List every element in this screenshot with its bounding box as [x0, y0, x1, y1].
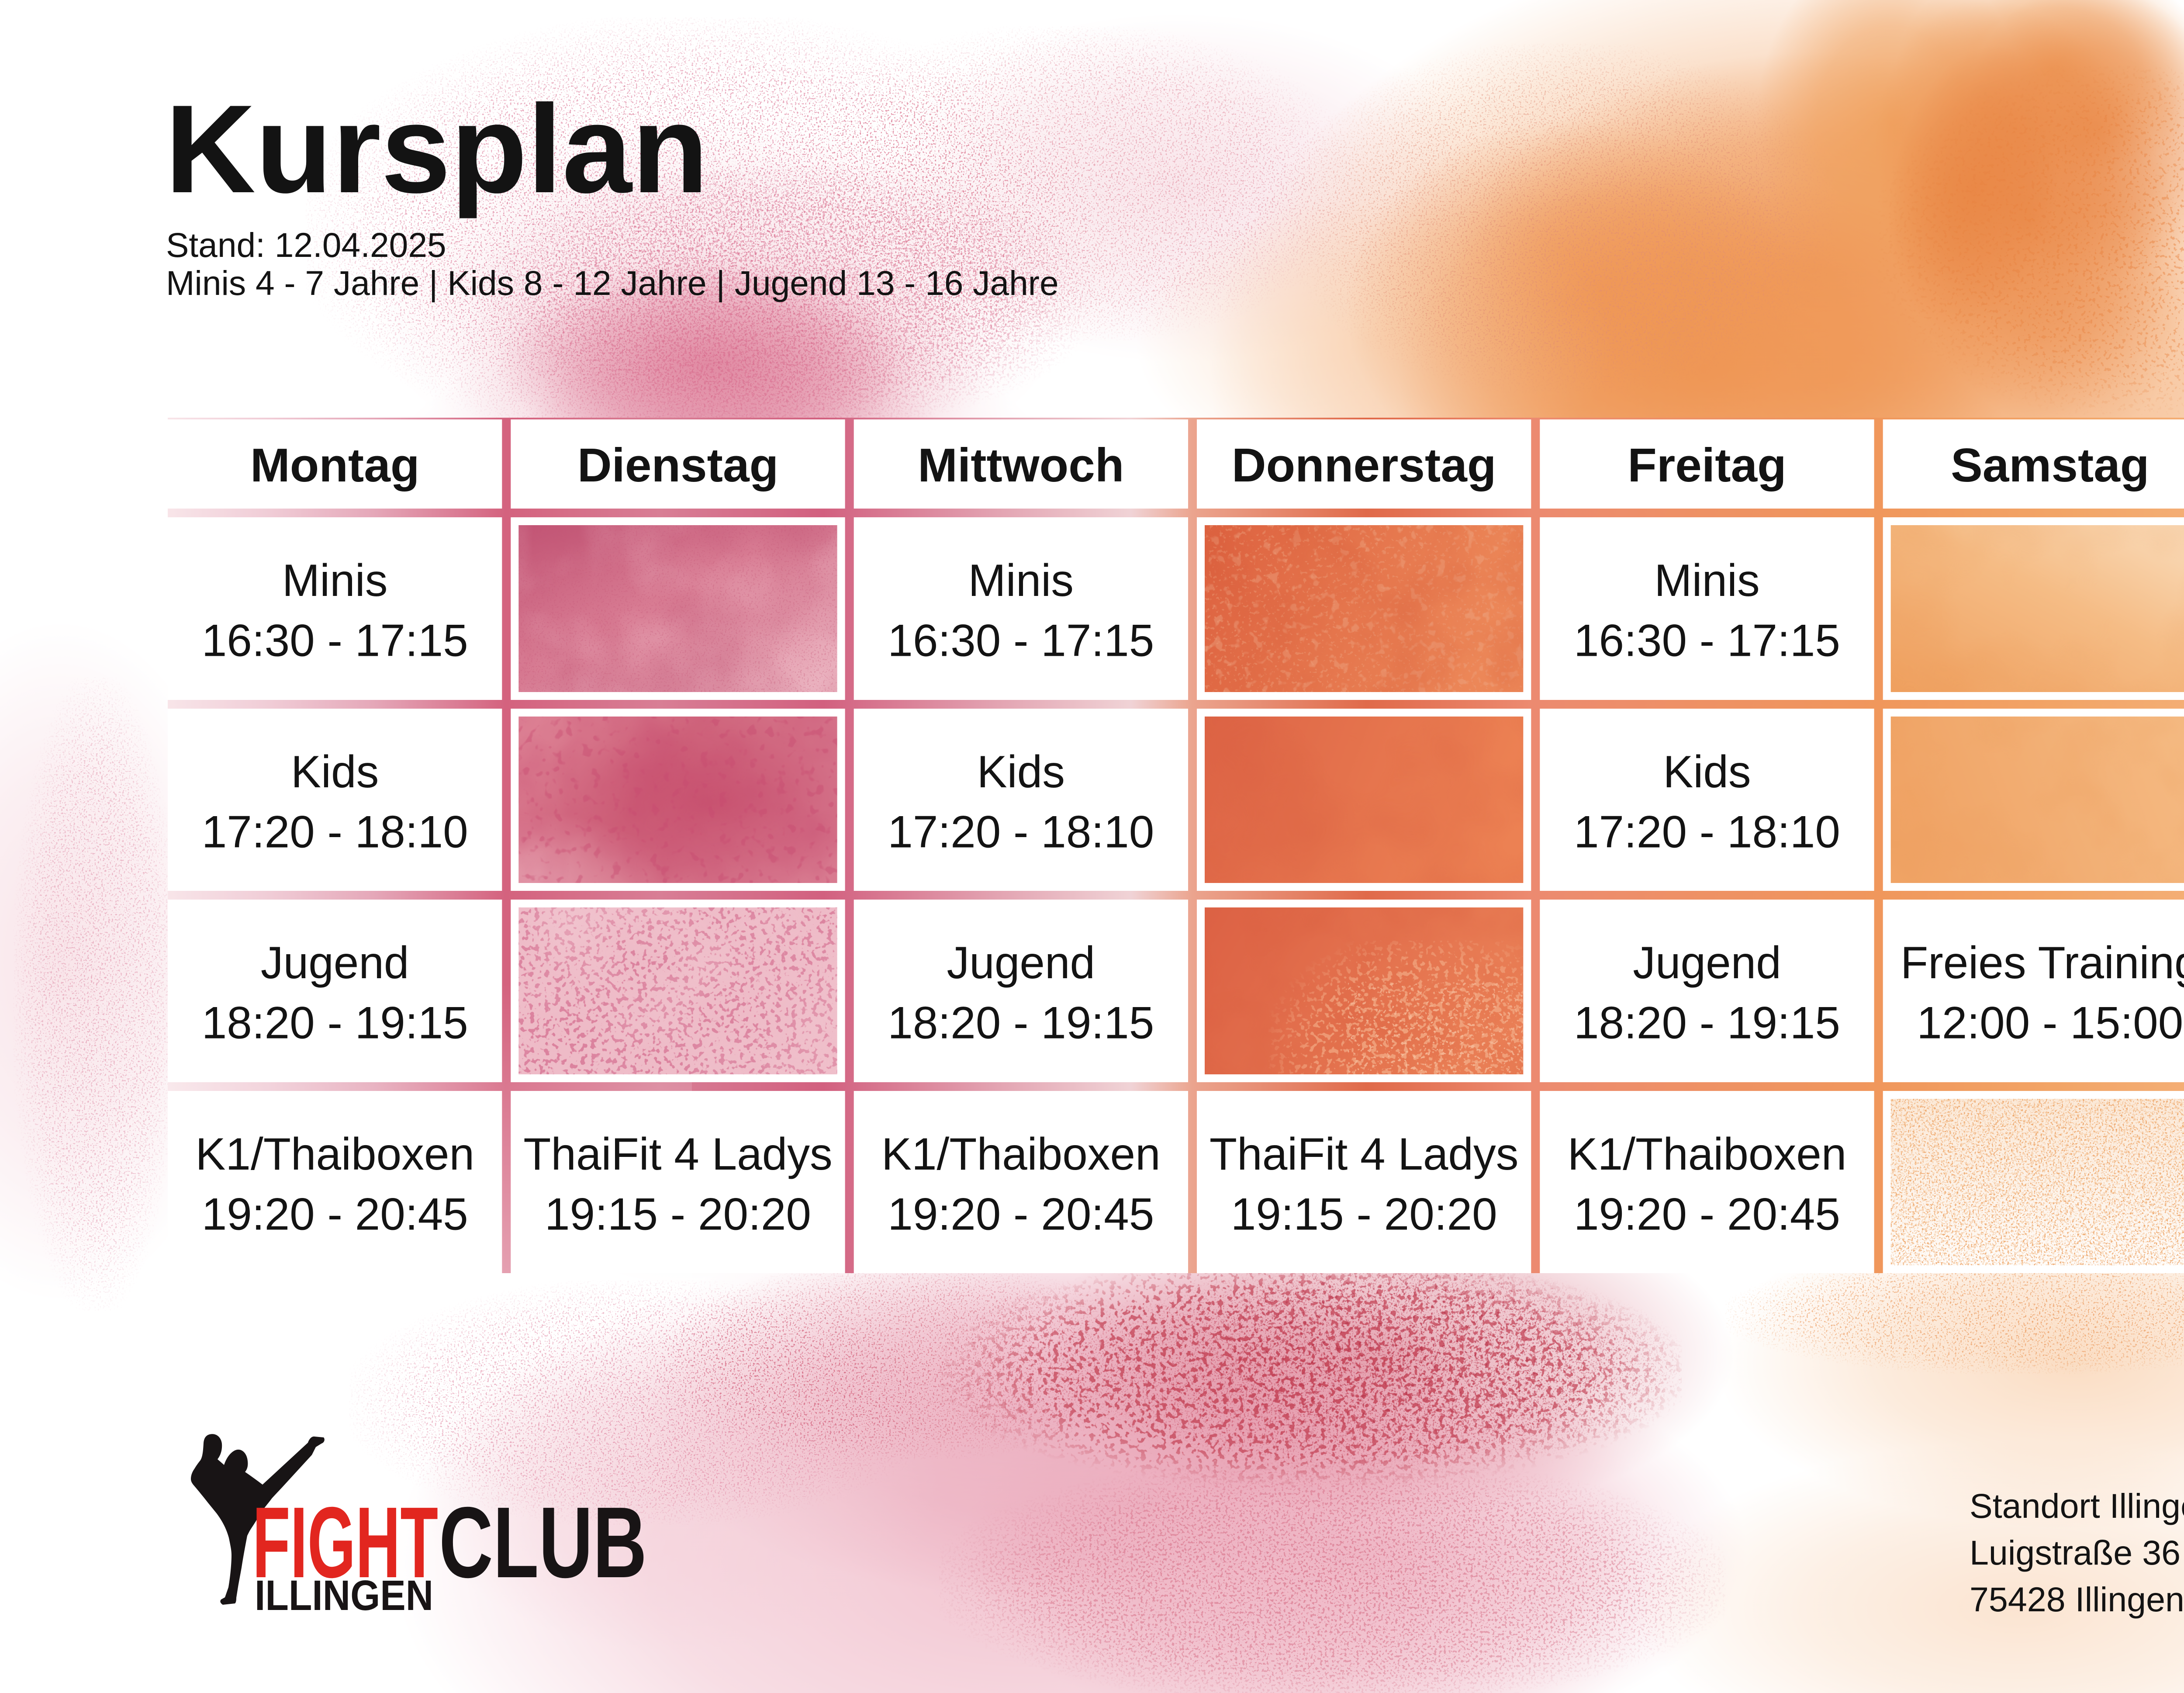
svg-text:Jugend: Jugend [1633, 937, 1781, 988]
svg-text:19:20 - 20:45: 19:20 - 20:45 [1574, 1189, 1840, 1239]
svg-text:Luigstraße 36: Luigstraße 36 [1970, 1533, 2181, 1572]
svg-text:Dienstag: Dienstag [577, 439, 778, 492]
svg-text:Samstag: Samstag [1951, 439, 2149, 492]
svg-text:19:20 - 20:45: 19:20 - 20:45 [888, 1189, 1154, 1239]
svg-text:Kids: Kids [977, 746, 1065, 797]
svg-text:18:20 - 19:15: 18:20 - 19:15 [1574, 997, 1840, 1048]
svg-text:ThaiFit 4 Ladys: ThaiFit 4 Ladys [523, 1129, 833, 1179]
svg-text:K1/Thaiboxen: K1/Thaiboxen [881, 1129, 1161, 1179]
svg-text:Freies Training: Freies Training [1901, 937, 2184, 988]
svg-text:16:30 - 17:15: 16:30 - 17:15 [202, 615, 468, 666]
svg-text:19:15 - 20:20: 19:15 - 20:20 [545, 1189, 811, 1239]
svg-text:12:00 - 15:00: 12:00 - 15:00 [1917, 997, 2183, 1048]
svg-text:Stand: 12.04.2025: Stand: 12.04.2025 [166, 226, 446, 264]
svg-text:CLUB: CLUB [439, 1486, 647, 1599]
svg-text:19:15 - 20:20: 19:15 - 20:20 [1231, 1189, 1497, 1239]
svg-text:16:30 - 17:15: 16:30 - 17:15 [1574, 615, 1840, 666]
svg-text:Minis: Minis [282, 555, 388, 606]
svg-text:18:20 - 19:15: 18:20 - 19:15 [202, 997, 468, 1048]
svg-text:Donnerstag: Donnerstag [1232, 439, 1496, 492]
svg-text:16:30 - 17:15: 16:30 - 17:15 [888, 615, 1154, 666]
svg-text:Minis: Minis [968, 555, 1074, 606]
svg-text:17:20 - 18:10: 17:20 - 18:10 [1574, 807, 1840, 857]
svg-text:Jugend: Jugend [947, 937, 1095, 988]
svg-text:ThaiFit 4 Ladys: ThaiFit 4 Ladys [1209, 1129, 1519, 1179]
svg-text:FIGHT: FIGHT [252, 1486, 438, 1599]
svg-text:Minis: Minis [1654, 555, 1760, 606]
svg-text:K1/Thaiboxen: K1/Thaiboxen [195, 1129, 474, 1179]
svg-text:Kids: Kids [1663, 746, 1751, 797]
svg-text:K1/Thaiboxen: K1/Thaiboxen [1568, 1129, 1847, 1179]
svg-text:75428 Illingen: 75428 Illingen [1970, 1580, 2184, 1619]
svg-text:18:20 - 19:15: 18:20 - 19:15 [888, 997, 1154, 1048]
svg-text:Kursplan: Kursplan [165, 79, 708, 220]
svg-text:Montag: Montag [250, 439, 419, 492]
svg-text:Kids: Kids [291, 746, 379, 797]
svg-text:Mittwoch: Mittwoch [918, 439, 1124, 492]
svg-text:17:20 - 18:10: 17:20 - 18:10 [202, 807, 468, 857]
svg-text:19:20 - 20:45: 19:20 - 20:45 [202, 1189, 468, 1239]
svg-text:Minis 4 - 7 Jahre | Kids 8 - 1: Minis 4 - 7 Jahre | Kids 8 - 12 Jahre | … [166, 264, 1059, 302]
svg-text:Jugend: Jugend [261, 937, 409, 988]
svg-text:Standort Illingen: Standort Illingen [1970, 1486, 2184, 1525]
svg-text:Freitag: Freitag [1628, 439, 1786, 492]
svg-text:ILLINGEN: ILLINGEN [255, 1572, 433, 1619]
svg-text:17:20 - 18:10: 17:20 - 18:10 [888, 807, 1154, 857]
